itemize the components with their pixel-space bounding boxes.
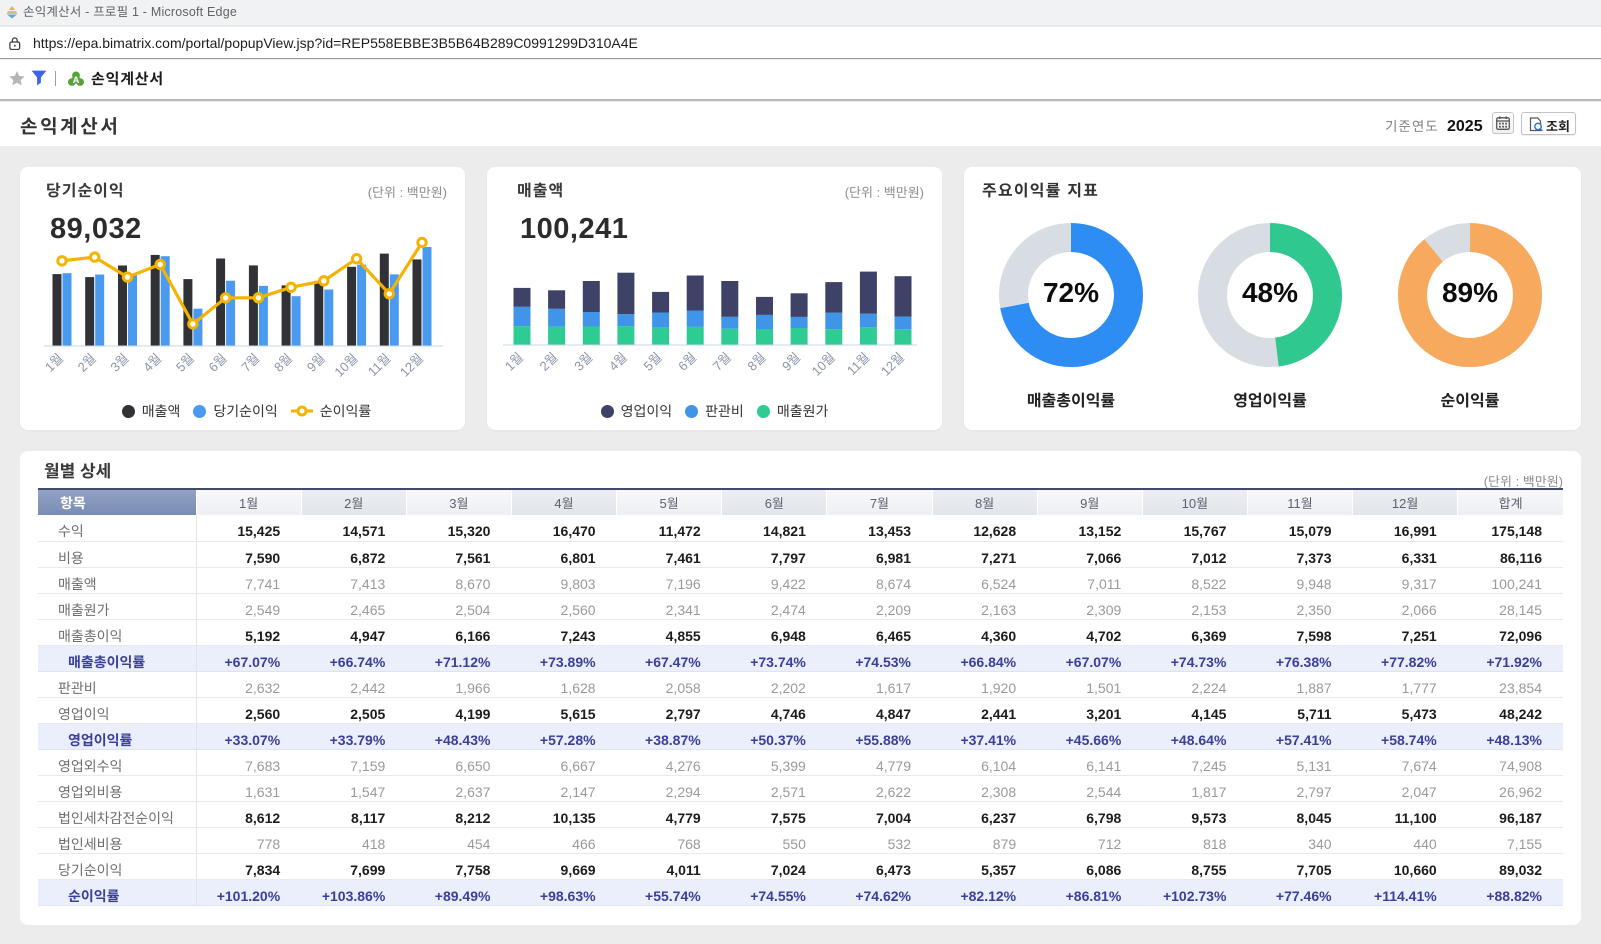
svg-text:12월: 12월	[876, 347, 908, 379]
svg-text:A: A	[73, 72, 80, 86]
svg-text:2월: 2월	[73, 348, 100, 375]
svg-text:7월: 7월	[236, 348, 263, 375]
svg-text:7월: 7월	[708, 347, 735, 374]
svg-text:12월: 12월	[395, 348, 427, 380]
svg-text:5월: 5월	[171, 348, 198, 375]
svg-text:4월: 4월	[138, 348, 165, 375]
svg-text:1월: 1월	[500, 347, 527, 374]
svg-text:8월: 8월	[269, 348, 296, 375]
svg-text:9월: 9월	[302, 348, 329, 375]
svg-text:2월: 2월	[534, 347, 561, 374]
svg-text:3월: 3월	[569, 347, 596, 374]
svg-text:11월: 11월	[842, 347, 873, 378]
svg-text:8월: 8월	[742, 347, 769, 374]
svg-text:10월: 10월	[329, 348, 361, 380]
svg-text:3월: 3월	[105, 348, 132, 375]
svg-text:11월: 11월	[363, 348, 394, 379]
svg-text:1월: 1월	[40, 348, 67, 375]
svg-text:9월: 9월	[777, 347, 804, 374]
svg-text:5월: 5월	[638, 347, 665, 374]
svg-text:6월: 6월	[203, 348, 230, 375]
svg-text:10월: 10월	[807, 347, 839, 379]
svg-text:6월: 6월	[673, 347, 700, 374]
svg-text:4월: 4월	[604, 347, 631, 374]
